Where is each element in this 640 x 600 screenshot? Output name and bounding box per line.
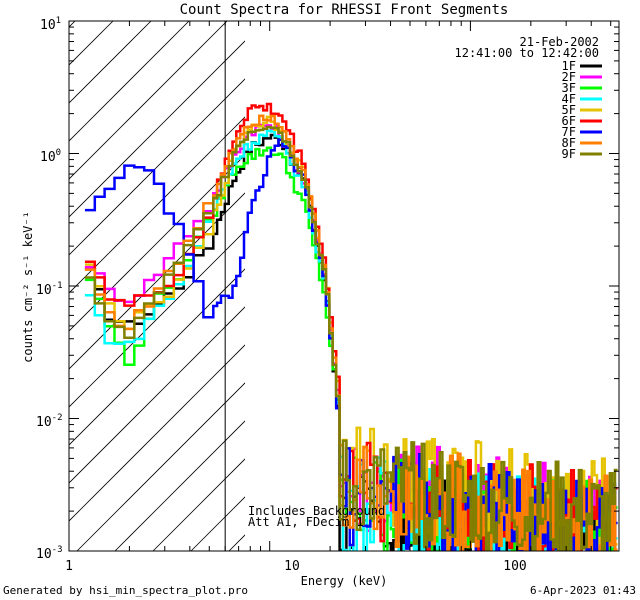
y-tick-label: 10-2 [36, 413, 63, 430]
footer-timestamp: 6-Apr-2023 01:43 [530, 584, 636, 597]
legend-label-7f: 7F [562, 125, 576, 139]
legend-label-8f: 8F [562, 136, 576, 150]
background-note: Includes Background [248, 504, 385, 518]
x-tick-label: 10 [284, 559, 300, 574]
hatch-line [0, 0, 107, 551]
legend-label-6f: 6F [562, 114, 576, 128]
hatch-line [76, 382, 245, 551]
x-tick-label: 100 [503, 559, 526, 574]
x-tick-label: 1 [65, 559, 73, 574]
chart-title: Count Spectra for RHESSI Front Segments [180, 2, 509, 18]
attenuator-note: Att A1, FDecim 1 [248, 515, 364, 529]
time-range-annotation: 12:41:00 to 12:42:00 [455, 46, 600, 60]
hatch-line [69, 21, 228, 180]
legend-label-1f: 1F [562, 59, 576, 73]
y-axis-label: counts cm⁻² s⁻¹ keV⁻¹ [21, 211, 35, 363]
y-tick-label: 10-3 [36, 545, 63, 562]
hatch-line [114, 420, 245, 551]
date-annotation: 21-Feb-2002 [520, 35, 599, 49]
footer-generator: Generated by hsi_min_spectra_plot.pro [3, 584, 248, 597]
y-tick-label: 101 [40, 16, 61, 33]
legend-label-5f: 5F [562, 103, 576, 117]
legend-label-4f: 4F [562, 92, 576, 106]
hatch-line [69, 40, 245, 218]
series-line-9f [84, 125, 618, 551]
axis-ticks [68, 20, 619, 552]
hatch-line [69, 116, 245, 294]
y-tick-label: 100 [40, 148, 61, 165]
hatch-line [69, 306, 245, 484]
hatch-line [69, 154, 245, 332]
legend: 1F 2F 3F 4F 5F 6F 7F 8F 9F [562, 59, 602, 161]
legend-label-3f: 3F [562, 81, 576, 95]
hatch-line [69, 21, 190, 142]
hatch-line [69, 21, 114, 66]
legend-label-9f: 9F [562, 147, 576, 161]
legend-label-2f: 2F [562, 70, 576, 84]
hatch-line [69, 78, 245, 256]
hatch-line [69, 344, 245, 522]
hatch-line [69, 21, 152, 104]
y-tick-label: 10-1 [36, 281, 63, 298]
hatch-line [69, 192, 245, 370]
x-axis-label: Energy (keV) [301, 574, 388, 588]
